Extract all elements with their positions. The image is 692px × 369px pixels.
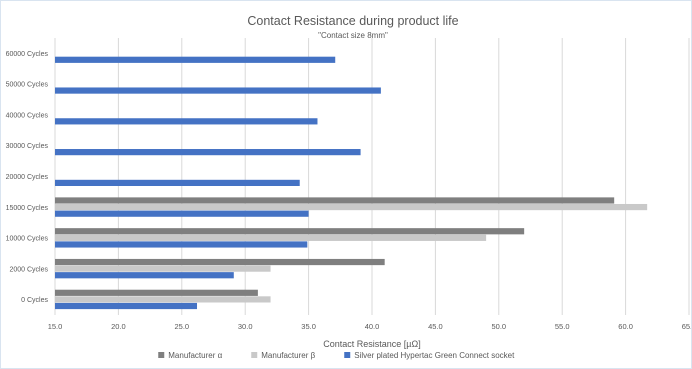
bar-manufacturer-2000-cycles: [55, 265, 271, 272]
y-tick-label: 0 Cycles: [21, 297, 48, 304]
x-tick-label: 20.0: [111, 322, 126, 331]
bar-manufacturer-10000-cycles: [55, 234, 487, 241]
bar-manufacturer-2000-cycles: [55, 258, 385, 266]
x-axis-labels: 15.0 20.0 25.0 30.0 35.0 40.0 45.0 50.0 55.0 60.0…: [48, 322, 691, 331]
x-tick-label: 55.0: [555, 322, 570, 331]
bar-silver-plated-hypertac-green-connect-socket-30000-cycles: [55, 149, 361, 156]
y-tick-label: 60000 Cycles: [6, 51, 49, 58]
y-tick-label: 30000 Cycles: [6, 143, 49, 150]
x-tick-label: 35.0: [301, 322, 316, 331]
x-tick-label: 30.0: [238, 322, 253, 331]
x-tick-label: 60.0: [618, 322, 633, 331]
y-tick-label: 50000 Cycles: [6, 82, 49, 89]
bar-manufacturer-10000-cycles: [55, 228, 525, 235]
legend-label-manufacturer: Manufacturer β: [261, 351, 315, 360]
x-tick-label: 25.0: [174, 322, 189, 331]
bar-silver-plated-hypertac-green-connect-socket-10000-cycles: [55, 241, 308, 248]
bar-silver-plated-hypertac-green-connect-socket-0-cycles: [55, 302, 198, 310]
chart-subtitle: "Contact size 8mm": [318, 31, 388, 40]
bar-silver-plated-hypertac-green-connect-socket-40000-cycles: [55, 118, 318, 125]
chart-title: Contact Resistance during product life: [247, 14, 458, 28]
legend-swatch-manufacturer: [158, 352, 165, 358]
x-tick-label: 40.0: [365, 322, 380, 331]
gridlines: [54, 38, 690, 315]
bar-silver-plated-hypertac-green-connect-socket-2000-cycles: [55, 272, 234, 279]
legend-label-silver-plated-hypertac-green-connect-socket: Silver plated Hypertac Green Connect soc…: [354, 351, 515, 360]
bar-silver-plated-hypertac-green-connect-socket-20000-cycles: [55, 179, 300, 186]
y-tick-label: 10000 Cycles: [6, 236, 49, 243]
y-tick-label: 20000 Cycles: [6, 174, 49, 181]
bar-manufacturer-0-cycles: [55, 296, 271, 303]
bar-manufacturer-0-cycles: [55, 289, 258, 296]
x-tick-label: 50.0: [491, 322, 506, 331]
bar-manufacturer-15000-cycles: [55, 197, 615, 204]
y-tick-label: 40000 Cycles: [6, 112, 49, 119]
legend-label-manufacturer: Manufacturer α: [168, 351, 222, 360]
y-axis-labels: 60000 Cycles 50000 Cycles 40000 Cycles 3000…: [6, 51, 49, 304]
legend-swatch-manufacturer: [251, 352, 258, 358]
bar-silver-plated-hypertac-green-connect-socket-50000-cycles: [55, 87, 381, 94]
legend-swatch-silver-plated-hypertac-green-connect-socket: [344, 352, 351, 358]
x-tick-label: 65.0: [682, 322, 691, 331]
y-tick-label: 2000 Cycles: [9, 266, 48, 273]
bar-silver-plated-hypertac-green-connect-socket-60000-cycles: [55, 56, 336, 63]
x-axis-title: Contact Resistance [µΩ]: [323, 339, 420, 349]
x-tick-label: 45.0: [428, 322, 443, 331]
bars-layer: [55, 56, 648, 310]
legend: Manufacturer α Manufacturer β Silver plate…: [158, 351, 515, 360]
bar-manufacturer-15000-cycles: [55, 203, 648, 211]
bar-silver-plated-hypertac-green-connect-socket-15000-cycles: [55, 210, 309, 217]
y-tick-label: 15000 Cycles: [6, 205, 49, 212]
x-tick-label: 15.0: [48, 322, 63, 331]
